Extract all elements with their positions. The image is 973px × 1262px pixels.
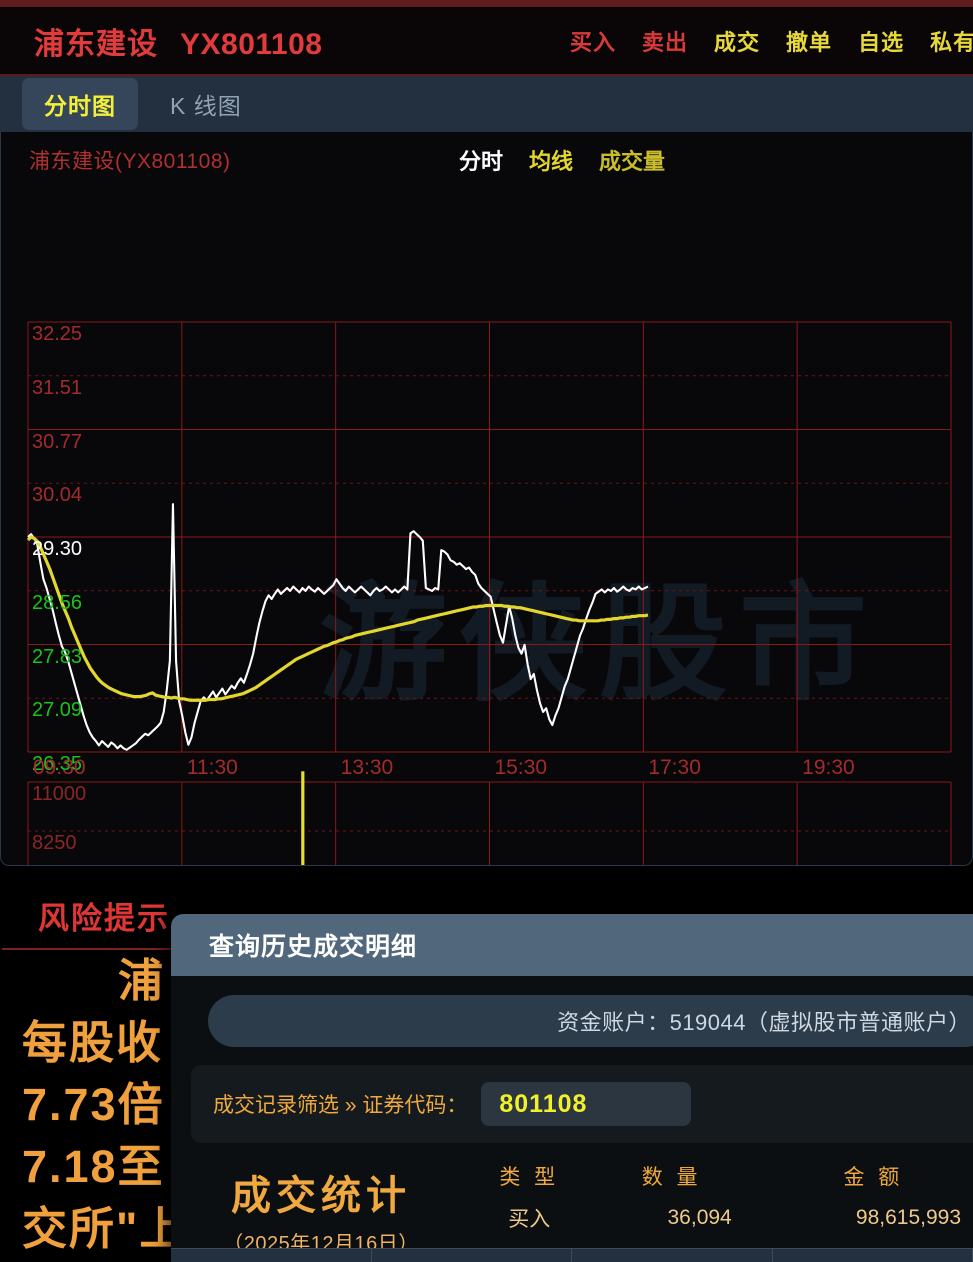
col-header-amount: 金 额 (843, 1166, 904, 1189)
risk-notice-title: 风险提示 (38, 901, 170, 936)
stock-title: 浦东建设 YX801108 (34, 19, 322, 63)
results-col-4 (773, 1249, 973, 1262)
risk-line-3: 7.73倍 (22, 1079, 165, 1130)
chart-legend: 分时 均线 成交量 (459, 144, 665, 176)
chart-plot-area: 32.25 31.51 30.77 30.04 29.30 28.56 27.83 27.09… (1, 132, 972, 865)
app-header: 浦东建设 YX801108 买入 卖出 成交 撤单 自选 私有 (0, 8, 973, 76)
top-accent-rule (0, 0, 973, 8)
filter-row: 成交记录筛选 » 证券代码： 801108 (191, 1065, 973, 1143)
price-axis-label: 29.30 (32, 538, 83, 560)
account-info-bar: 资金账户：519044（虚拟股市普通账户） (208, 995, 973, 1047)
time-axis-label: 15:30 (494, 756, 548, 779)
price-axis-label: 30.77 (32, 430, 83, 453)
row-buy-type: 买入 (508, 1208, 551, 1231)
dialog-title-bar: 查询历史成交明细 (171, 914, 973, 976)
risk-line-1: 浦 (118, 955, 166, 1006)
legend-volume[interactable]: 成交量 (599, 149, 666, 174)
time-axis-label: 13:30 (340, 756, 394, 779)
time-axis-label: 17:30 (648, 756, 701, 779)
nav-item-cancel[interactable]: 撤单 (786, 30, 833, 55)
tab-minute-chart[interactable]: 分时图 (22, 78, 138, 130)
volume-axis-label: 8250 (32, 832, 77, 854)
legend-minute[interactable]: 分时 (459, 149, 504, 174)
volume-bar (301, 771, 305, 865)
chart-tabbar: 分时图 K 线图 (0, 76, 973, 132)
price-axis-label: 30.04 (32, 484, 83, 507)
risk-line-5: 交所"上 (22, 1203, 187, 1254)
filter-label: 成交记录筛选 » 证券代码： (213, 1094, 468, 1117)
dialog-title-text: 查询历史成交明细 (209, 933, 418, 961)
price-axis-label: 31.51 (32, 376, 83, 399)
nav-item-watchlist[interactable]: 自选 (858, 30, 905, 55)
price-axis-label: 27.83 (32, 645, 83, 668)
price-axis-label: 32.25 (32, 323, 83, 345)
account-info-text: 资金账户：519044（虚拟股市普通账户） (557, 1010, 971, 1035)
nav-item-sell[interactable]: 卖出 (642, 30, 689, 55)
time-axis-label: 19:30 (802, 756, 855, 779)
volume-axis-label: 11000 (32, 783, 87, 805)
stats-heading: 成交统计 (231, 1174, 411, 1218)
trade-history-dialog[interactable]: 查询历史成交明细 资金账户：519044（虚拟股市普通账户） 成交记录筛选 » … (171, 914, 973, 1262)
tab-kline-chart[interactable]: K 线图 (170, 93, 242, 119)
results-col-3 (572, 1249, 773, 1262)
results-col-1 (171, 1249, 372, 1262)
legend-avgline[interactable]: 均线 (529, 149, 574, 174)
nav-item-trades[interactable]: 成交 (714, 30, 761, 55)
col-header-type: 类 型 (499, 1166, 560, 1189)
stats-table-header-row: 类 型 数 量 金 额 (471, 1155, 973, 1197)
header-nav: 买入 卖出 成交 撤单 自选 私有 (570, 8, 973, 74)
results-col-2 (372, 1249, 572, 1262)
stats-table: 类 型 数 量 金 额 买入 36,094 98,615,993 卖出 560 (471, 1155, 973, 1262)
stock-name: 浦东建设 (34, 28, 158, 61)
chart-svg (26, 321, 952, 865)
price-axis-label: 28.56 (32, 591, 83, 614)
security-code-input[interactable]: 801108 (481, 1082, 692, 1126)
price-axis-label: 26.35 (32, 753, 83, 775)
time-axis-label: 11:30 (186, 756, 238, 779)
time-axis-label: 09:30 (33, 756, 86, 779)
chart-panel[interactable]: 浦东建设(YX801108) 分时 均线 成交量 游侠股市 32.25 31.51… (0, 132, 973, 866)
risk-line-2: 每股收 (22, 1017, 164, 1068)
row-buy-amount: 98,615,993 (855, 1206, 961, 1229)
chart-caption: 浦东建设(YX801108) (29, 150, 231, 173)
stats-section: 成交统计 （2025年12月16日） 类 型 数 量 金 额 买入 36,094… (171, 1143, 973, 1262)
series-average (26, 535, 649, 702)
price-axis-label: 27.09 (32, 699, 83, 722)
risk-line-4: 7.18至 (22, 1141, 165, 1192)
col-header-qty: 数 量 (641, 1166, 702, 1189)
nav-item-buy[interactable]: 买入 (570, 30, 617, 55)
stats-heading-block: 成交统计 （2025年12月16日） (171, 1155, 471, 1256)
security-code-value: 801108 (499, 1089, 588, 1118)
results-table-header-strip (171, 1248, 973, 1262)
table-row: 买入 36,094 98,615,993 (471, 1197, 973, 1239)
stock-code: YX801108 (180, 28, 323, 61)
series-price (27, 503, 649, 751)
nav-item-private[interactable]: 私有 (930, 30, 973, 55)
row-buy-qty: 36,094 (667, 1206, 732, 1229)
